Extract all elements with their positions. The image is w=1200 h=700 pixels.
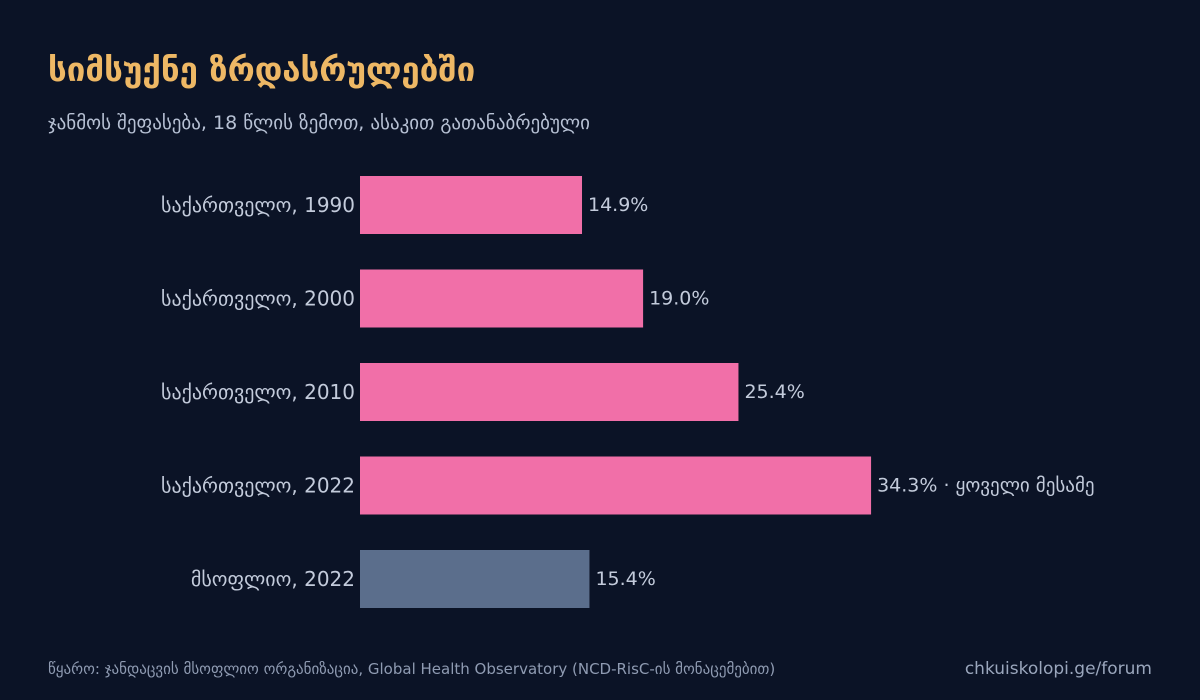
- value-label: 34.3% · ყოველი მესამე: [877, 475, 1094, 497]
- chart-subtitle: ჯანმოს შეფასება, 18 წლის ზემოთ, ასაკით გ…: [48, 112, 590, 134]
- value-label: 14.9%: [588, 194, 648, 216]
- source-note: წყარო: ჯანდაცვის მსოფლიო ორგანიზაცია, Gl…: [48, 660, 776, 678]
- category-label: საქართველო, 1990: [161, 193, 355, 217]
- category-label: საქართველო, 2000: [161, 287, 355, 311]
- bar: [360, 176, 583, 234]
- chart-title: სიმსუქნე ზრდასრულებში: [48, 50, 476, 89]
- site-link[interactable]: chkuiskolopi.ge/forum: [964, 659, 1152, 679]
- bar: [360, 363, 739, 421]
- category-label: საქართველო, 2022: [161, 474, 355, 498]
- value-label: 25.4%: [744, 381, 804, 403]
- value-label: 19.0%: [649, 288, 709, 310]
- category-label: საქართველო, 2010: [161, 380, 355, 404]
- bar: [360, 269, 644, 328]
- bar: [360, 456, 872, 515]
- bar: [360, 550, 590, 608]
- value-label: 15.4%: [595, 568, 655, 590]
- category-label: მსოფლიო, 2022: [191, 567, 355, 591]
